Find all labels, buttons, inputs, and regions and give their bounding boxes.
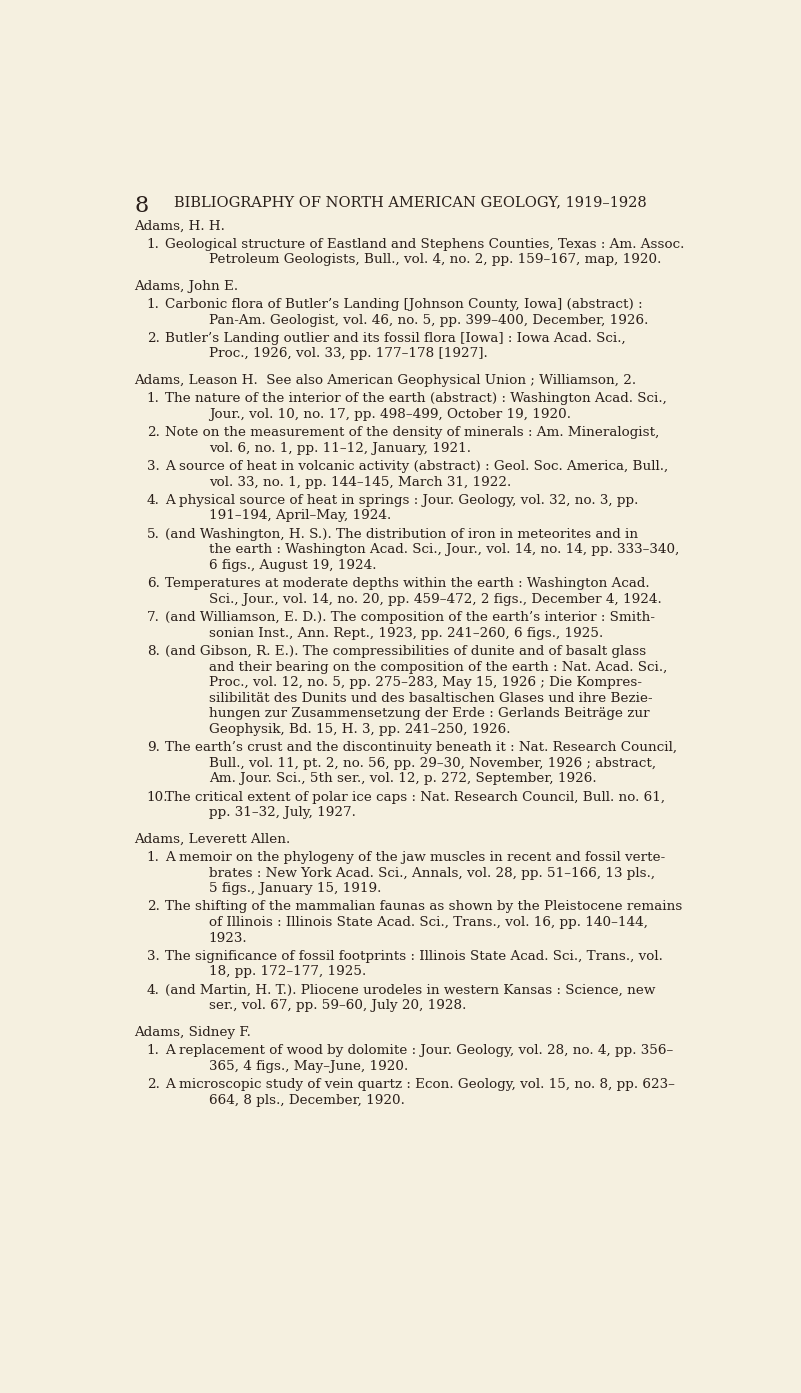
Text: 1.: 1.	[147, 298, 159, 311]
Text: 5.: 5.	[147, 528, 159, 540]
Text: The shifting of the mammalian faunas as shown by the Pleistocene remains: The shifting of the mammalian faunas as …	[165, 900, 682, 914]
Text: 7.: 7.	[147, 612, 159, 624]
Text: 4.: 4.	[147, 983, 159, 997]
Text: brates : New York Acad. Sci., Annals, vol. 28, pp. 51–166, 13 pls.,: brates : New York Acad. Sci., Annals, vo…	[209, 866, 655, 879]
Text: Carbonic flora of Butler’s Landing [Johnson County, Iowa] (abstract) :: Carbonic flora of Butler’s Landing [John…	[165, 298, 643, 311]
Text: (and Martin, H. T.). Pliocene urodeles in western Kansas : Science, new: (and Martin, H. T.). Pliocene urodeles i…	[165, 983, 656, 997]
Text: Bull., vol. 11, pt. 2, no. 56, pp. 29–30, November, 1926 ; abstract,: Bull., vol. 11, pt. 2, no. 56, pp. 29–30…	[209, 756, 656, 770]
Text: 6.: 6.	[147, 577, 159, 591]
Text: 3.: 3.	[147, 460, 159, 474]
Text: 9.: 9.	[147, 741, 159, 754]
Text: Adams, Leason H.  See also American Geophysical Union ; Williamson, 2.: Adams, Leason H. See also American Geoph…	[135, 375, 636, 387]
Text: 8: 8	[135, 195, 148, 217]
Text: A memoir on the phylogeny of the jaw muscles in recent and fossil verte-: A memoir on the phylogeny of the jaw mus…	[165, 851, 666, 864]
Text: silibilität des Dunits und des basaltischen Glases und ihre Bezie-: silibilität des Dunits und des basaltisc…	[209, 692, 652, 705]
Text: 4.: 4.	[147, 495, 159, 507]
Text: 10.: 10.	[147, 791, 168, 804]
Text: of Illinois : Illinois State Acad. Sci., Trans., vol. 16, pp. 140–144,: of Illinois : Illinois State Acad. Sci.,…	[209, 917, 648, 929]
Text: 191–194, April–May, 1924.: 191–194, April–May, 1924.	[209, 510, 391, 522]
Text: 8.: 8.	[147, 645, 159, 657]
Text: 2.: 2.	[147, 900, 159, 914]
Text: vol. 33, no. 1, pp. 144–145, March 31, 1922.: vol. 33, no. 1, pp. 144–145, March 31, 1…	[209, 475, 511, 489]
Text: 5 figs., January 15, 1919.: 5 figs., January 15, 1919.	[209, 882, 381, 896]
Text: 3.: 3.	[147, 950, 159, 963]
Text: Geological structure of Eastland and Stephens Counties, Texas : Am. Assoc.: Geological structure of Eastland and Ste…	[165, 238, 685, 251]
Text: Jour., vol. 10, no. 17, pp. 498–499, October 19, 1920.: Jour., vol. 10, no. 17, pp. 498–499, Oct…	[209, 408, 571, 421]
Text: 2.: 2.	[147, 1078, 159, 1091]
Text: and their bearing on the composition of the earth : Nat. Acad. Sci.,: and their bearing on the composition of …	[209, 660, 667, 674]
Text: A physical source of heat in springs : Jour. Geology, vol. 32, no. 3, pp.: A physical source of heat in springs : J…	[165, 495, 638, 507]
Text: 2.: 2.	[147, 426, 159, 439]
Text: vol. 6, no. 1, pp. 11–12, January, 1921.: vol. 6, no. 1, pp. 11–12, January, 1921.	[209, 442, 471, 454]
Text: Proc., vol. 12, no. 5, pp. 275–283, May 15, 1926 ; Die Kompres-: Proc., vol. 12, no. 5, pp. 275–283, May …	[209, 676, 642, 690]
Text: The significance of fossil footprints : Illinois State Acad. Sci., Trans., vol.: The significance of fossil footprints : …	[165, 950, 663, 963]
Text: sonian Inst., Ann. Rept., 1923, pp. 241–260, 6 figs., 1925.: sonian Inst., Ann. Rept., 1923, pp. 241–…	[209, 627, 603, 639]
Text: Temperatures at moderate depths within the earth : Washington Acad.: Temperatures at moderate depths within t…	[165, 577, 650, 591]
Text: Geophysik, Bd. 15, H. 3, pp. 241–250, 1926.: Geophysik, Bd. 15, H. 3, pp. 241–250, 19…	[209, 723, 510, 736]
Text: Adams, Leverett Allen.: Adams, Leverett Allen.	[135, 833, 291, 846]
Text: Note on the measurement of the density of minerals : Am. Mineralogist,: Note on the measurement of the density o…	[165, 426, 660, 439]
Text: hungen zur Zusammensetzung der Erde : Gerlands Beiträge zur: hungen zur Zusammensetzung der Erde : Ge…	[209, 708, 650, 720]
Text: 18, pp. 172–177, 1925.: 18, pp. 172–177, 1925.	[209, 965, 366, 978]
Text: 365, 4 figs., May–June, 1920.: 365, 4 figs., May–June, 1920.	[209, 1060, 408, 1073]
Text: 1923.: 1923.	[209, 932, 248, 944]
Text: 2.: 2.	[147, 332, 159, 345]
Text: Adams, John E.: Adams, John E.	[135, 280, 239, 293]
Text: 664, 8 pls., December, 1920.: 664, 8 pls., December, 1920.	[209, 1094, 405, 1106]
Text: A replacement of wood by dolomite : Jour. Geology, vol. 28, no. 4, pp. 356–: A replacement of wood by dolomite : Jour…	[165, 1045, 674, 1057]
Text: Am. Jour. Sci., 5th ser., vol. 12, p. 272, September, 1926.: Am. Jour. Sci., 5th ser., vol. 12, p. 27…	[209, 772, 597, 786]
Text: Adams, Sidney F.: Adams, Sidney F.	[135, 1027, 252, 1039]
Text: A source of heat in volcanic activity (abstract) : Geol. Soc. America, Bull.,: A source of heat in volcanic activity (a…	[165, 460, 669, 474]
Text: pp. 31–32, July, 1927.: pp. 31–32, July, 1927.	[209, 807, 356, 819]
Text: A microscopic study of vein quartz : Econ. Geology, vol. 15, no. 8, pp. 623–: A microscopic study of vein quartz : Eco…	[165, 1078, 675, 1091]
Text: Pan-Am. Geologist, vol. 46, no. 5, pp. 399–400, December, 1926.: Pan-Am. Geologist, vol. 46, no. 5, pp. 3…	[209, 313, 648, 326]
Text: 1.: 1.	[147, 393, 159, 405]
Text: (and Williamson, E. D.). The composition of the earth’s interior : Smith-: (and Williamson, E. D.). The composition…	[165, 612, 655, 624]
Text: (and Washington, H. S.). The distribution of iron in meteorites and in: (and Washington, H. S.). The distributio…	[165, 528, 638, 540]
Text: 1.: 1.	[147, 851, 159, 864]
Text: 6 figs., August 19, 1924.: 6 figs., August 19, 1924.	[209, 559, 376, 573]
Text: Adams, H. H.: Adams, H. H.	[135, 220, 225, 233]
Text: The critical extent of polar ice caps : Nat. Research Council, Bull. no. 61,: The critical extent of polar ice caps : …	[165, 791, 666, 804]
Text: ser., vol. 67, pp. 59–60, July 20, 1928.: ser., vol. 67, pp. 59–60, July 20, 1928.	[209, 999, 466, 1013]
Text: the earth : Washington Acad. Sci., Jour., vol. 14, no. 14, pp. 333–340,: the earth : Washington Acad. Sci., Jour.…	[209, 543, 679, 556]
Text: BIBLIOGRAPHY OF NORTH AMERICAN GEOLOGY, 1919–1928: BIBLIOGRAPHY OF NORTH AMERICAN GEOLOGY, …	[174, 195, 647, 209]
Text: Sci., Jour., vol. 14, no. 20, pp. 459–472, 2 figs., December 4, 1924.: Sci., Jour., vol. 14, no. 20, pp. 459–47…	[209, 593, 662, 606]
Text: 1.: 1.	[147, 238, 159, 251]
Text: The earth’s crust and the discontinuity beneath it : Nat. Research Council,: The earth’s crust and the discontinuity …	[165, 741, 678, 754]
Text: (and Gibson, R. E.). The compressibilities of dunite and of basalt glass: (and Gibson, R. E.). The compressibiliti…	[165, 645, 646, 657]
Text: Petroleum Geologists, Bull., vol. 4, no. 2, pp. 159–167, map, 1920.: Petroleum Geologists, Bull., vol. 4, no.…	[209, 254, 661, 266]
Text: 1.: 1.	[147, 1045, 159, 1057]
Text: The nature of the interior of the earth (abstract) : Washington Acad. Sci.,: The nature of the interior of the earth …	[165, 393, 667, 405]
Text: Butler’s Landing outlier and its fossil flora [Iowa] : Iowa Acad. Sci.,: Butler’s Landing outlier and its fossil …	[165, 332, 626, 345]
Text: Proc., 1926, vol. 33, pp. 177–178 [1927].: Proc., 1926, vol. 33, pp. 177–178 [1927]…	[209, 347, 488, 361]
